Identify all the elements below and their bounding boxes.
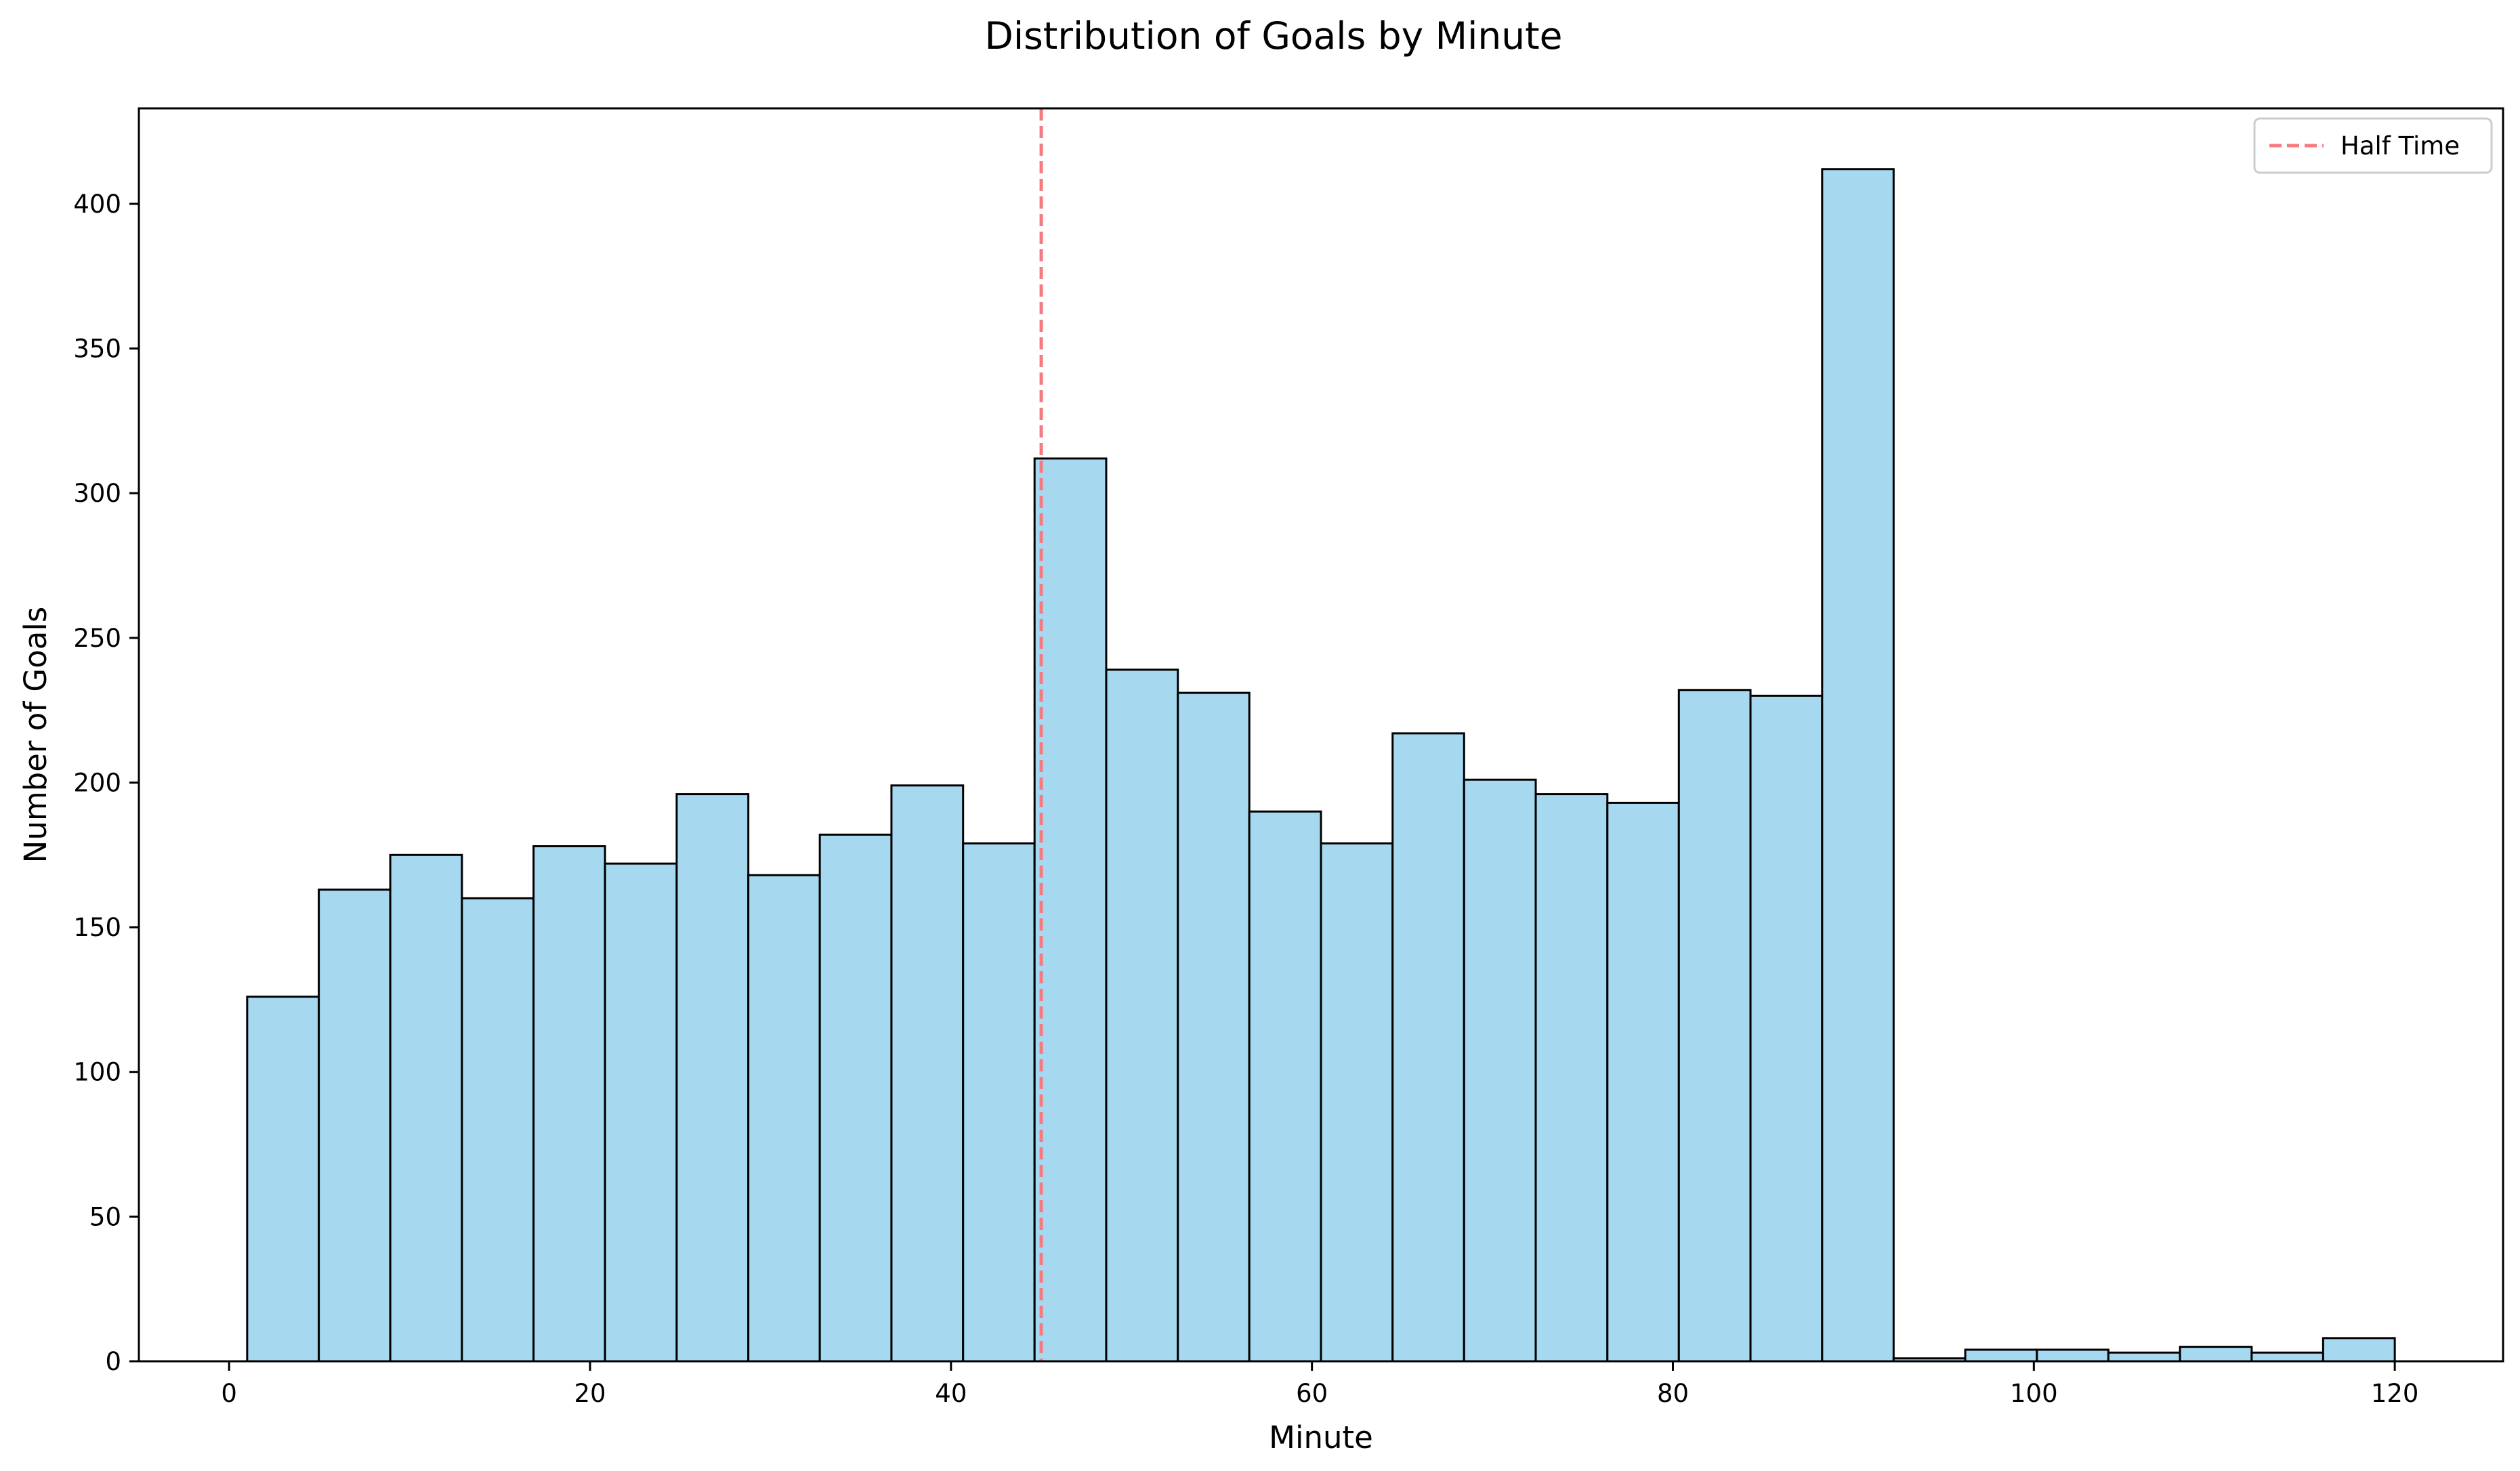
histogram-bar xyxy=(1248,810,1322,1363)
legend-box xyxy=(2253,117,2493,174)
histogram-bar xyxy=(818,833,893,1363)
histogram-bar xyxy=(1105,668,1179,1363)
legend-entry-half-time: Half Time xyxy=(2340,131,2460,161)
histogram-bar xyxy=(2107,1351,2181,1363)
chart-title: Distribution of Goals by Minute xyxy=(984,14,1562,58)
y-tick-label: 400 xyxy=(73,190,121,219)
histogram-bar xyxy=(2179,1346,2253,1363)
histogram-bar xyxy=(1677,689,1752,1363)
histogram-bar xyxy=(1033,457,1108,1363)
bars-layer xyxy=(246,168,2396,1363)
y-tick-label: 50 xyxy=(89,1202,121,1231)
histogram-bar xyxy=(890,784,965,1363)
y-axis-label: Number of Goals xyxy=(18,607,54,864)
histogram-bar xyxy=(2322,1337,2396,1363)
histogram-bar xyxy=(1177,691,1251,1363)
y-axis: 0 50 100 150 200 250 300 350 400 xyxy=(73,190,139,1376)
x-tick-label: 120 xyxy=(2371,1379,2419,1408)
x-tick-label: 80 xyxy=(1657,1379,1689,1408)
histogram-bar xyxy=(389,853,463,1363)
histogram-bar xyxy=(604,862,678,1363)
y-tick-label: 150 xyxy=(73,913,121,942)
histogram-bar xyxy=(675,793,750,1363)
histogram-bar xyxy=(1606,801,1680,1363)
y-tick-label: 100 xyxy=(73,1058,121,1087)
x-tick-label: 40 xyxy=(935,1379,967,1408)
x-tick-label: 20 xyxy=(574,1379,606,1408)
y-tick-label: 200 xyxy=(73,768,121,797)
y-tick-label: 350 xyxy=(73,335,121,364)
histogram-bar xyxy=(1534,793,1609,1363)
x-axis: 0 20 40 60 80 100 120 xyxy=(221,1361,2418,1408)
histogram-bar xyxy=(2036,1348,2109,1363)
histogram-bar xyxy=(318,889,392,1363)
histogram-bar xyxy=(1749,694,1824,1363)
histogram-bar xyxy=(1391,732,1465,1363)
histogram-bar xyxy=(1964,1348,2038,1363)
histogram-bar xyxy=(1463,778,1537,1363)
legend: Half Time xyxy=(2253,117,2493,174)
histogram-bar xyxy=(2250,1351,2324,1363)
histogram-bar xyxy=(246,996,320,1363)
histogram-bar xyxy=(1320,842,1394,1363)
y-tick-label: 0 xyxy=(105,1347,121,1376)
y-tick-label: 300 xyxy=(73,479,121,508)
x-tick-label: 100 xyxy=(2010,1379,2058,1408)
histogram-bar xyxy=(532,845,606,1363)
x-axis-label: Minute xyxy=(1269,1420,1373,1455)
histogram-bar xyxy=(747,874,821,1363)
histogram-bar xyxy=(962,842,1036,1363)
x-tick-label: 0 xyxy=(221,1379,237,1408)
x-tick-label: 60 xyxy=(1296,1379,1328,1408)
plot-area-frame xyxy=(138,107,2504,1363)
y-tick-label: 250 xyxy=(73,624,121,653)
histogram-bar xyxy=(1821,168,1895,1363)
histogram-bar xyxy=(461,897,535,1363)
